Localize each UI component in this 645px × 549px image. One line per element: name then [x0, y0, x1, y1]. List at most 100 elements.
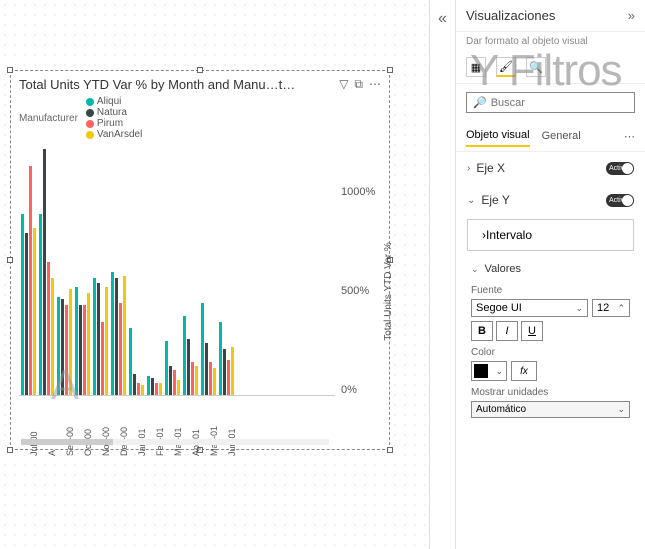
bar[interactable]	[75, 287, 78, 395]
bar[interactable]	[21, 214, 24, 395]
pane-header: Visualizaciones »	[456, 0, 645, 32]
units-value: Automático	[476, 404, 526, 415]
resize-handle[interactable]	[197, 67, 203, 73]
card-header-eje-y[interactable]: ⌄ Eje Y Activa	[457, 185, 644, 215]
underline-button[interactable]: U	[521, 321, 543, 341]
bar[interactable]	[97, 283, 100, 396]
italic-button[interactable]: I	[496, 321, 518, 341]
format-search[interactable]: 🔎	[466, 92, 635, 113]
bar[interactable]	[137, 383, 140, 396]
bar[interactable]	[93, 278, 96, 395]
bar[interactable]	[165, 341, 168, 395]
bar[interactable]	[147, 376, 150, 395]
bar[interactable]	[79, 305, 82, 395]
expand-pane-icon[interactable]: »	[628, 8, 635, 23]
bar[interactable]	[29, 166, 32, 395]
legend-label: VanArsdel	[97, 129, 142, 140]
bold-button[interactable]: B	[471, 321, 493, 341]
legend-item[interactable]: Natura	[86, 107, 142, 118]
chevron-down-icon: ⌄	[495, 366, 503, 377]
resize-handle[interactable]	[7, 447, 13, 453]
bar[interactable]	[213, 368, 216, 395]
bar[interactable]	[115, 278, 118, 395]
bar[interactable]	[195, 366, 198, 395]
toggle-eje-y[interactable]: Activa	[606, 194, 634, 207]
font-family-select[interactable]: Segoe UI ⌄	[471, 299, 588, 317]
bar[interactable]	[191, 362, 194, 395]
resize-handle[interactable]	[7, 67, 13, 73]
bar[interactable]	[69, 289, 72, 395]
resize-handle[interactable]	[7, 257, 13, 263]
horizontal-scrollbar[interactable]	[21, 439, 329, 445]
chart-visual-container[interactable]: Total Units YTD Var % by Month and Manu……	[10, 70, 390, 450]
bar[interactable]	[105, 287, 108, 395]
bar[interactable]	[111, 272, 114, 395]
report-canvas[interactable]: Total Units YTD Var % by Month and Manu……	[0, 0, 429, 549]
bar[interactable]	[65, 305, 68, 395]
bar[interactable]	[159, 383, 162, 396]
format-visual-tab-icon[interactable]: 🖌	[496, 57, 516, 77]
chevron-down-icon: ⌄	[617, 404, 625, 415]
focus-icon[interactable]: ⧉	[354, 77, 363, 92]
bar[interactable]	[173, 370, 176, 395]
bar[interactable]	[119, 303, 122, 395]
bar[interactable]	[57, 297, 60, 395]
bar[interactable]	[151, 378, 154, 395]
bar[interactable]	[33, 228, 36, 395]
bar[interactable]	[25, 233, 28, 396]
bar[interactable]	[101, 322, 104, 395]
search-input[interactable]	[491, 97, 633, 109]
legend-item[interactable]: Aliqui	[86, 96, 142, 107]
toggle-eje-x[interactable]: Activa	[606, 162, 634, 175]
legend-item[interactable]: Pirum	[86, 118, 142, 129]
resize-handle[interactable]	[387, 67, 393, 73]
legend-title: Manufacturer	[19, 113, 78, 124]
tab-general[interactable]: General	[542, 126, 581, 146]
bar[interactable]	[47, 262, 50, 395]
tab-more-icon[interactable]: ⋯	[624, 130, 635, 143]
analytics-tab-icon[interactable]: 🔍	[526, 57, 546, 77]
month-bar-group	[183, 316, 198, 395]
bar[interactable]	[223, 349, 226, 395]
bar[interactable]	[187, 339, 190, 395]
month-bar-group	[75, 287, 90, 395]
subcard-header-valores[interactable]: ⌄ Valores	[471, 257, 630, 279]
resize-handle[interactable]	[387, 447, 393, 453]
bar[interactable]	[205, 343, 208, 395]
bar[interactable]	[201, 303, 204, 395]
bar[interactable]	[231, 347, 234, 395]
bar[interactable]	[227, 360, 230, 395]
bar[interactable]	[183, 316, 186, 395]
font-size-stepper[interactable]: 12 ⌃	[592, 299, 630, 317]
color-picker[interactable]: ⌄	[471, 361, 507, 381]
bar[interactable]	[129, 328, 132, 395]
subcard-intervalo[interactable]: › Intervalo	[467, 219, 634, 251]
bar[interactable]	[87, 293, 90, 395]
label-units: Mostrar unidades	[471, 387, 630, 398]
bar[interactable]	[61, 299, 64, 395]
tab-objeto-visual[interactable]: Objeto visual	[466, 125, 530, 147]
legend-item[interactable]: VanArsdel	[86, 129, 142, 140]
bar[interactable]	[219, 322, 222, 395]
card-eje-y: ⌄ Eje Y Activa › Intervalo ⌄ Valores Fue…	[456, 184, 645, 425]
filter-icon[interactable]: ▽	[339, 77, 348, 92]
subcard-title: Valores	[485, 263, 521, 275]
bar[interactable]	[133, 374, 136, 395]
display-units-select[interactable]: Automático ⌄	[471, 401, 630, 418]
bar[interactable]	[209, 362, 212, 395]
font-family-value: Segoe UI	[476, 302, 522, 314]
build-visual-tab-icon[interactable]: ▦	[466, 57, 486, 77]
collapse-pane-button[interactable]: «	[429, 0, 455, 549]
bar[interactable]	[43, 149, 46, 395]
bar[interactable]	[169, 366, 172, 395]
bar[interactable]	[141, 385, 144, 395]
bar[interactable]	[155, 383, 158, 396]
card-header-eje-x[interactable]: › Eje X Activa	[457, 153, 644, 183]
bar[interactable]	[39, 214, 42, 395]
fx-button[interactable]: fx	[511, 361, 537, 381]
bar[interactable]	[51, 278, 54, 395]
bar[interactable]	[83, 305, 86, 395]
bar[interactable]	[177, 380, 180, 395]
more-icon[interactable]: ⋯	[369, 77, 381, 92]
bar[interactable]	[123, 276, 126, 395]
